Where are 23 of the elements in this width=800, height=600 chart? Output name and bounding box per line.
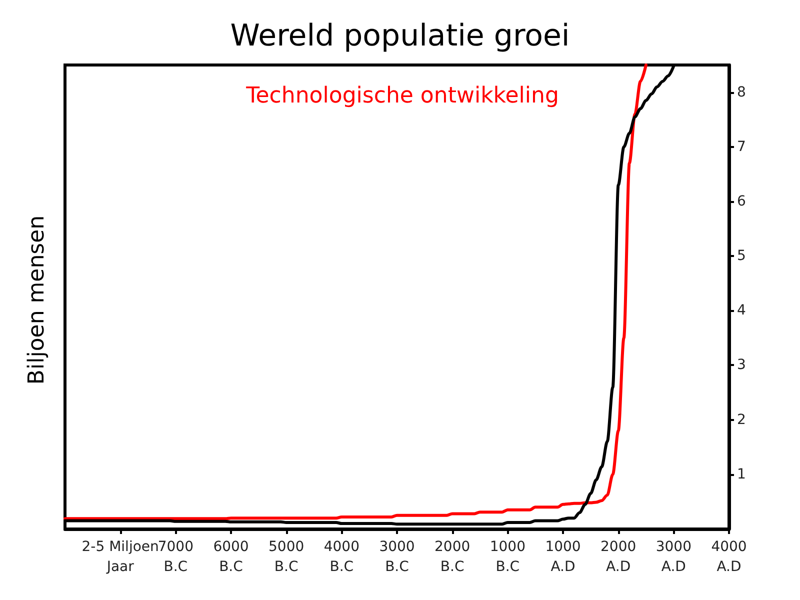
y-axis-title: Biljoen mensen (24, 215, 50, 385)
y-tick-label: 8 (737, 84, 746, 100)
x-tick-label: 1000 B.C (490, 539, 526, 575)
y-tick-label: 2 (737, 412, 746, 428)
x-tick-label: 2-5 Miljoen Jaar (82, 539, 159, 575)
text: Technologische ontwikkeling (245, 84, 559, 108)
y-tick-label: 4 (737, 302, 746, 319)
y-tick-label: 3 (737, 357, 746, 374)
y-tick-label: 7 (737, 138, 746, 155)
x-tick-label: 5000 B.C (268, 539, 304, 575)
x-tick-label: 7000 B.C (158, 539, 194, 575)
x-tick-label: 3000 A.D (656, 539, 692, 575)
x-tick-label: 2000 A.D (600, 539, 636, 575)
x-tick-label: 4000 A.D (711, 539, 747, 575)
x-tick-label: 3000 B.C (379, 539, 415, 575)
x-tick-label: 2000 B.C (434, 539, 470, 575)
x-tick-label: 1000 A.D (545, 539, 581, 575)
x-tick-label: 6000 B.C (213, 539, 249, 575)
x-tick-label: 4000 B.C (324, 539, 360, 575)
y-tick-label: 1 (737, 466, 746, 482)
y-tick-label: 6 (737, 193, 746, 210)
chart-title: Wereld populatie groei (230, 18, 570, 54)
y-tick-label: 5 (737, 248, 746, 264)
